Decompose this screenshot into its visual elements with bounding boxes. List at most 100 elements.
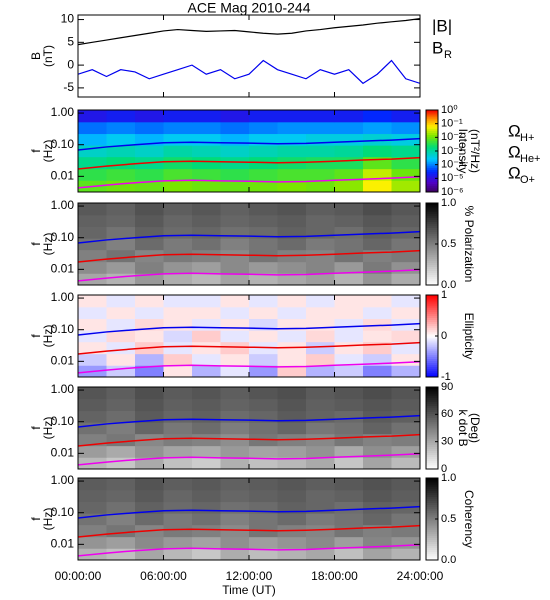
- colorbar-step: [426, 340, 438, 343]
- heatmap-cell: [106, 548, 136, 561]
- heatmap-cell: [334, 133, 364, 146]
- heatmap-cell: [249, 422, 278, 435]
- heatmap-cell: [363, 513, 392, 526]
- colorbar-step: [426, 278, 438, 282]
- series-line: [78, 230, 420, 244]
- colorbar-step: [426, 539, 438, 542]
- heatmap-cell: [306, 238, 335, 251]
- heatmap-cell: [106, 295, 136, 308]
- heatmap-cell: [306, 433, 335, 447]
- heatmap-cell: [334, 457, 364, 470]
- colorbar-step: [426, 458, 438, 462]
- heatmap-cell: [192, 490, 221, 503]
- heatmap-cell: [192, 261, 221, 274]
- heatmap-cell: [106, 513, 136, 526]
- heatmap-cell: [306, 478, 335, 491]
- heatmap-cell: [363, 478, 392, 491]
- colorbar-step: [426, 307, 438, 310]
- heatmap-cell: [391, 387, 421, 400]
- panel: 0.0 0.5 1.0 % Polarization 0.01 0.10 1.00 f(Hz): [29, 197, 476, 291]
- heatmap-cell: [391, 353, 421, 366]
- heatmap-cell: [277, 422, 307, 435]
- colorbar-step: [426, 519, 438, 522]
- colorbar-tick-label: 10⁻⁴: [441, 159, 464, 171]
- heatmap-cell: [163, 180, 193, 193]
- heatmap-cell: [277, 513, 307, 526]
- x-tick-label: 18:00:00: [311, 569, 358, 583]
- heatmap-cell: [78, 203, 107, 216]
- colorbar-step: [426, 207, 438, 210]
- heatmap-cell: [220, 330, 250, 343]
- colorbar-tick-label: -1: [441, 371, 451, 383]
- colorbar-tick-label: 1.0: [441, 197, 456, 209]
- heatmap-cell: [249, 318, 278, 331]
- heatmap-cell: [277, 203, 307, 216]
- heatmap-cell: [106, 353, 136, 366]
- heatmap-cell: [334, 445, 364, 458]
- heatmap-cell: [163, 341, 193, 355]
- heatmap-cell: [163, 513, 193, 526]
- heatmap-cell: [192, 457, 221, 470]
- colorbar-tick-label: 10⁻⁵: [441, 172, 464, 184]
- colorbar-step: [426, 362, 438, 366]
- heatmap-cell: [163, 307, 193, 320]
- colorbar-step: [426, 494, 438, 497]
- heatmap-cell: [78, 168, 107, 181]
- colorbar-step: [426, 336, 438, 339]
- colorbar-step: [426, 452, 438, 456]
- heatmap-cell: [277, 548, 307, 561]
- colorbar-tick-label: 10⁰: [441, 104, 458, 116]
- heatmap-cell: [220, 341, 250, 355]
- heatmap-cell: [306, 249, 335, 263]
- colorbar-step: [426, 258, 438, 261]
- colorbar-step: [426, 165, 438, 168]
- heatmap-cell: [363, 133, 392, 146]
- colorbar-step: [426, 555, 438, 559]
- heatmap-cell: [277, 168, 307, 181]
- heatmap-cell: [334, 226, 364, 239]
- colorbar-step: [426, 231, 438, 235]
- colorbar-step: [426, 151, 438, 154]
- heatmap-cell: [220, 238, 250, 251]
- chart-title: ACE Mag 2010-244: [188, 0, 311, 16]
- series-line: [78, 414, 420, 428]
- colorbar-step: [426, 317, 438, 320]
- colorbar-step: [426, 333, 438, 337]
- heatmap-cell: [78, 122, 107, 135]
- heatmap-cell: [277, 261, 307, 274]
- colorbar-step: [426, 516, 438, 520]
- heatmap-cell: [78, 249, 107, 263]
- colorbar-step: [426, 525, 438, 528]
- heatmap-cell: [220, 156, 250, 170]
- colorbar-step: [426, 354, 438, 357]
- heatmap-cell: [334, 353, 364, 366]
- colorbar-step: [426, 148, 438, 152]
- heatmap-cell: [78, 399, 107, 412]
- colorbar-step: [426, 397, 438, 400]
- heatmap-cell: [163, 410, 193, 423]
- colorbar-step: [426, 504, 438, 508]
- heatmap-cell: [106, 203, 136, 216]
- colorbar-step: [426, 460, 438, 464]
- series-line: [78, 156, 420, 170]
- colorbar-step: [426, 543, 438, 547]
- heatmap-cell: [277, 387, 307, 400]
- heatmap-cell: [363, 536, 392, 549]
- heatmap-cell: [220, 399, 250, 412]
- heatmap-cell: [306, 145, 335, 158]
- heatmap-cell: [391, 524, 421, 538]
- colorbar-tick-label: 0.5: [441, 513, 456, 525]
- colorbar-step: [426, 541, 438, 544]
- heatmap-cell: [249, 133, 278, 146]
- colorbar-step: [426, 309, 438, 312]
- colorbar-step: [426, 417, 438, 421]
- colorbar-step: [426, 348, 438, 351]
- colorbar-step: [426, 442, 438, 445]
- heatmap-cell: [135, 513, 164, 526]
- colorbar-step: [426, 508, 438, 512]
- colorbar-step: [426, 344, 438, 347]
- heatmap-cell: [220, 226, 250, 239]
- heatmap-cell: [135, 490, 164, 503]
- colorbar-step: [426, 409, 438, 412]
- x-axis-label: Time (UT): [222, 583, 276, 597]
